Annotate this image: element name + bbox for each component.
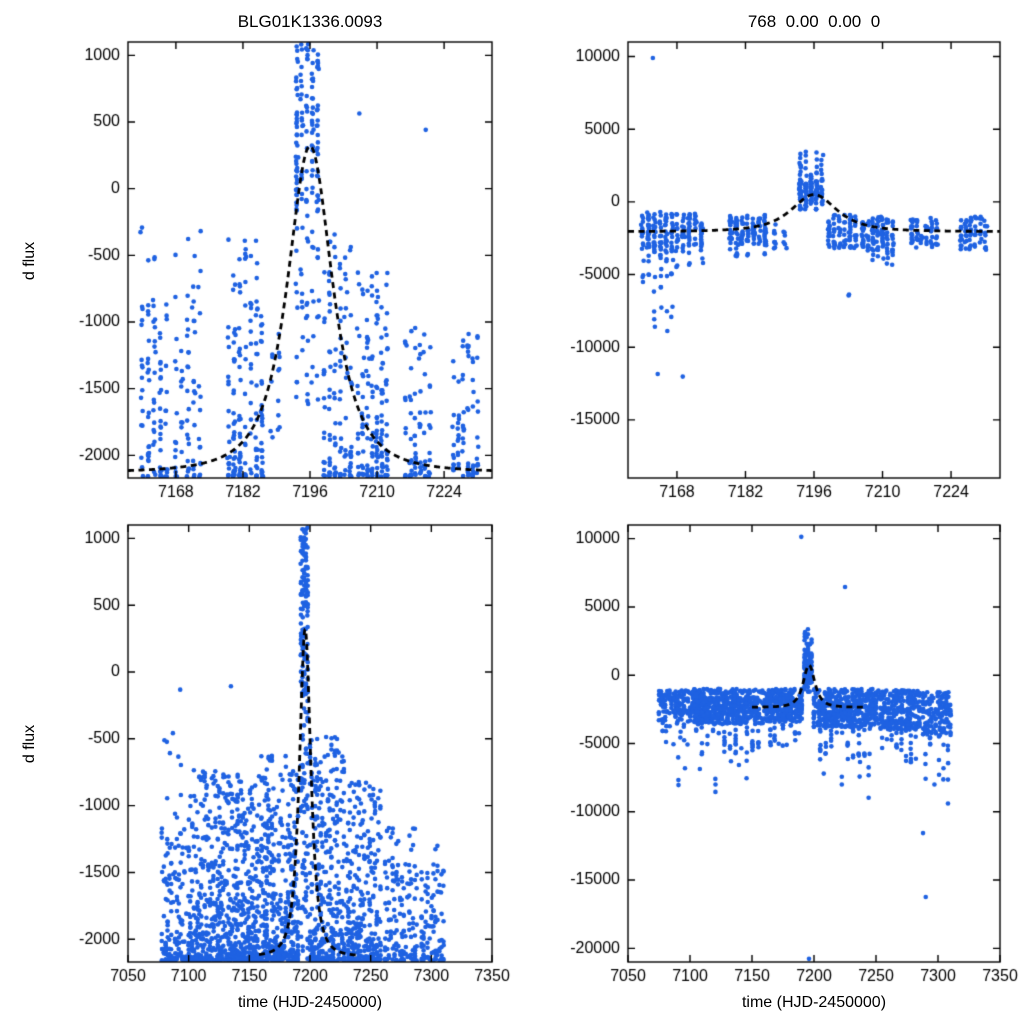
panel-title-right: 768 0.00 0.00 0 [747,12,881,31]
x-axis-label-right: time (HJD-2450000) [741,994,887,1011]
x-axis-label-left: time (HJD-2450000) [237,994,383,1011]
panel-title-left: BLG01K1336.0093 [237,12,383,31]
y-axis-label-top: d flux [21,241,38,281]
y-axis-label-bottom: d flux [21,724,38,764]
